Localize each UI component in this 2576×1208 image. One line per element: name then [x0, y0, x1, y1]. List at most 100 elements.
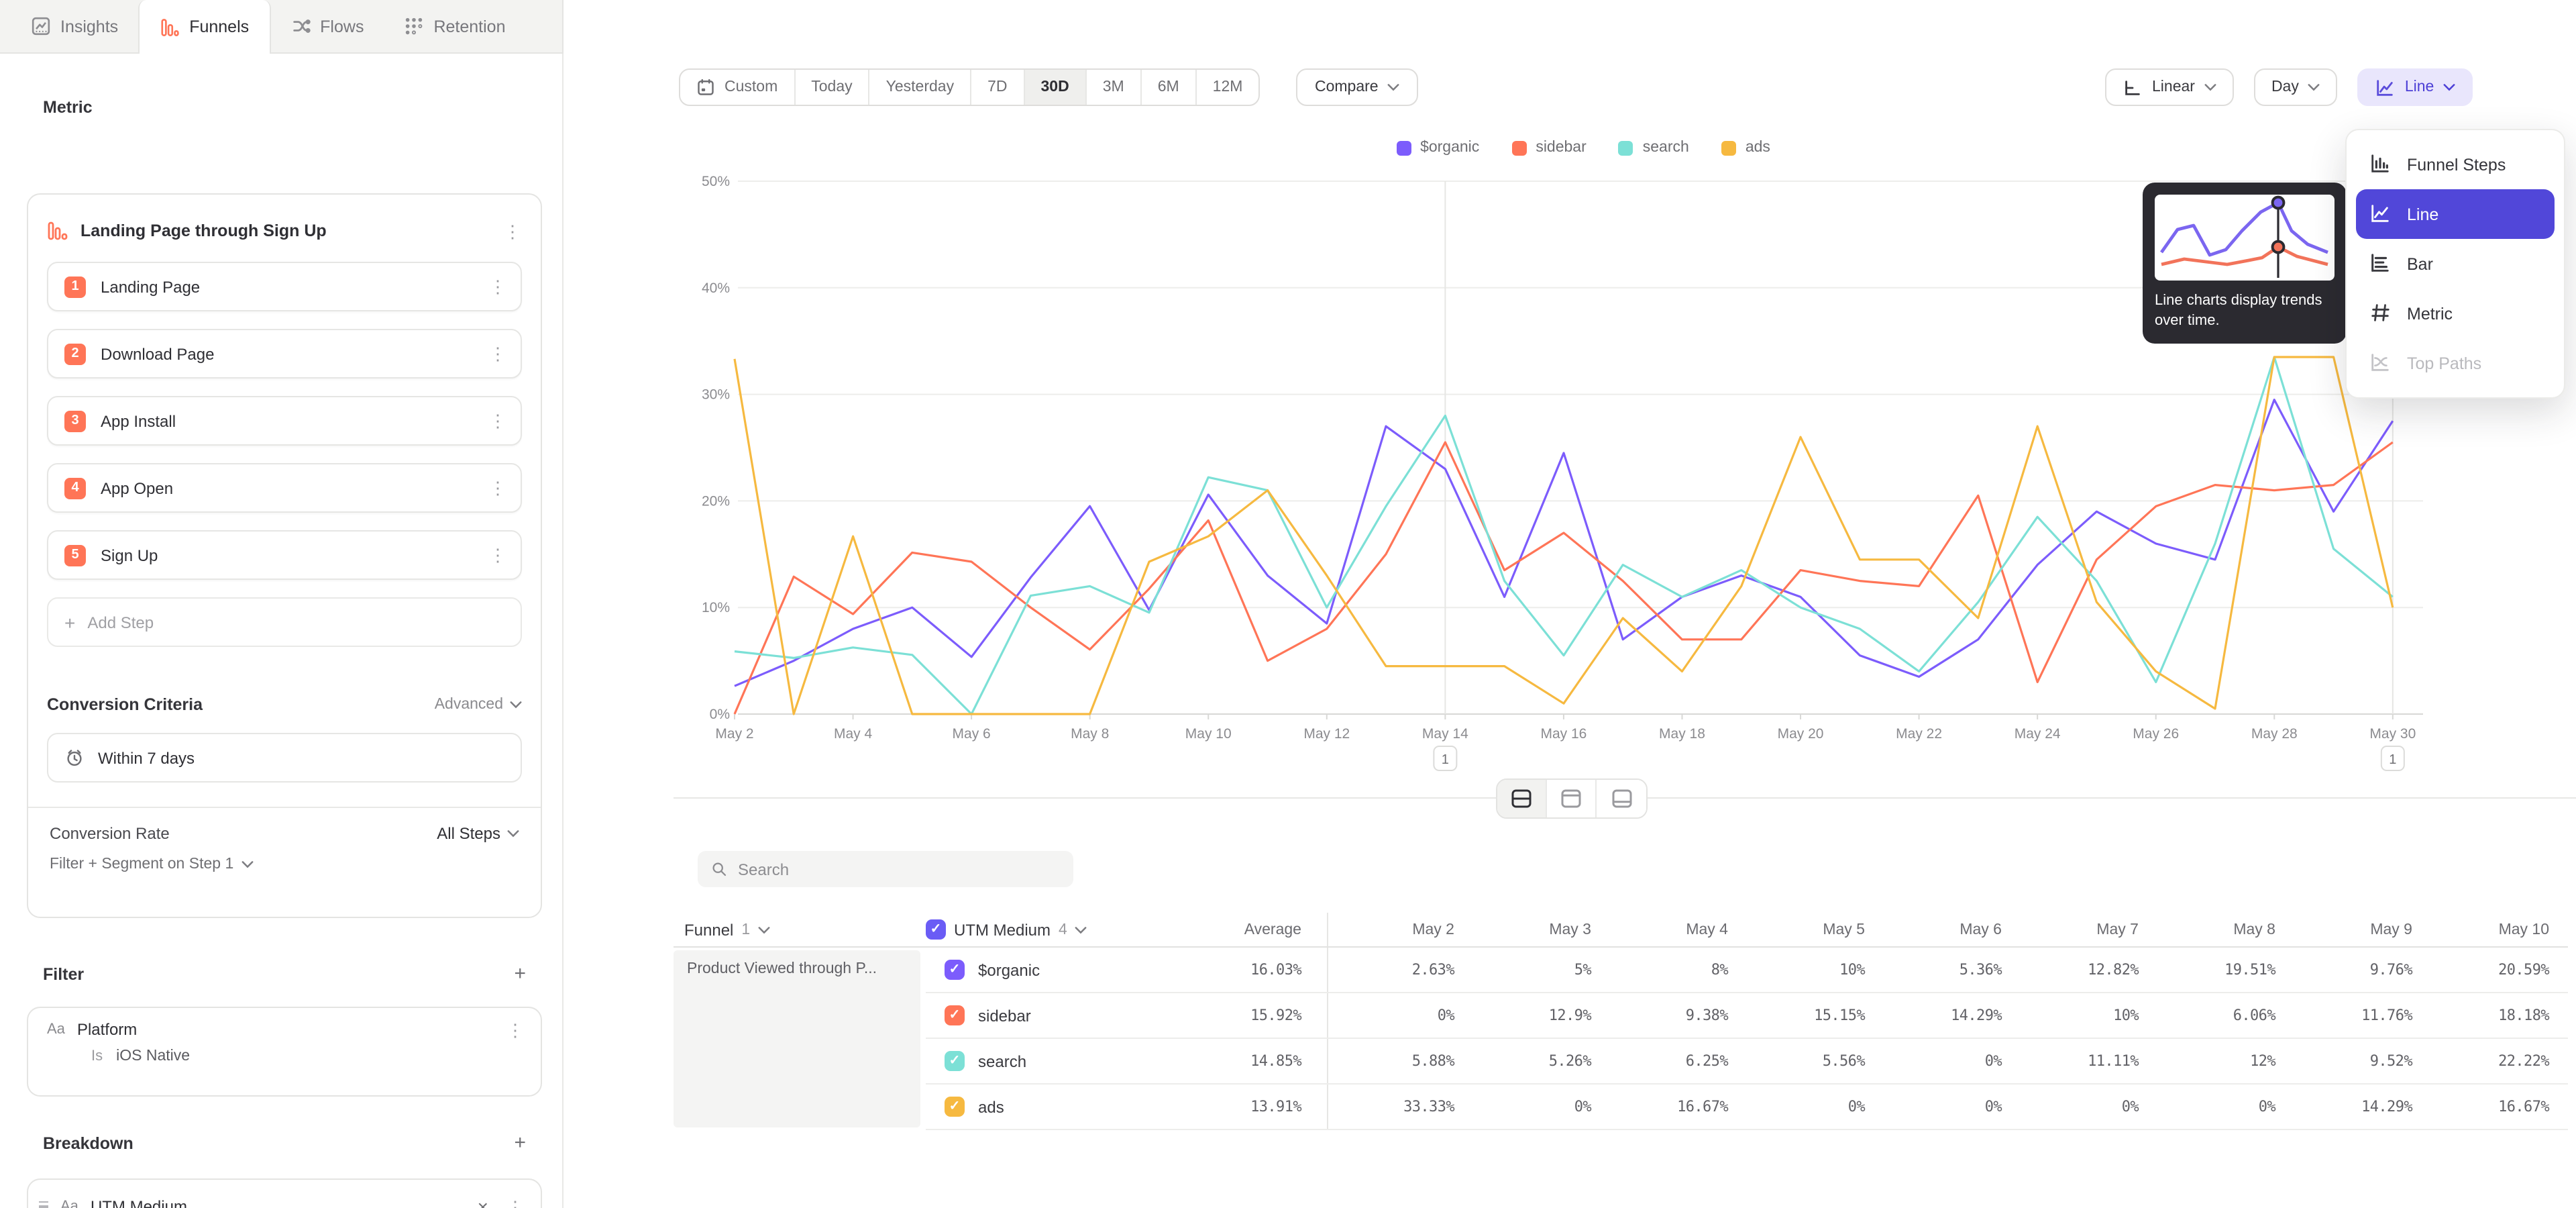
preset-6m[interactable]: 6M [1142, 70, 1197, 105]
metric-kebab-icon[interactable]: ⋮ [503, 222, 522, 240]
day-column-header[interactable]: May 7 [2012, 921, 2149, 938]
tab-retention[interactable]: Retention [384, 0, 525, 52]
chart-only-view-button[interactable] [1547, 780, 1597, 817]
add-breakdown-button[interactable]: + [514, 1133, 526, 1153]
step-kebab-icon[interactable]: ⋮ [488, 412, 507, 430]
preset-30d[interactable]: 30D [1025, 70, 1087, 105]
day-column-header[interactable]: May 3 [1465, 921, 1602, 938]
menu-item-bar[interactable]: Bar [2356, 239, 2555, 289]
menu-item-line[interactable]: Line [2356, 189, 2555, 239]
chart-controls: Linear Day Line [2105, 68, 2473, 106]
table-row[interactable]: ✓ $organic 16.03% 2.63%5%8%10%5.36%12.82… [926, 948, 2568, 993]
search-input[interactable] [738, 860, 1060, 878]
preset-7d[interactable]: 7D [971, 70, 1024, 105]
compare-button[interactable]: Compare [1296, 68, 1419, 106]
series-checkbox[interactable]: ✓ [945, 1005, 965, 1025]
table-search[interactable] [698, 851, 1073, 887]
metric-icon [2369, 302, 2392, 325]
table-row[interactable]: ✓ sidebar 15.92% 0%12.9%9.38%15.15%14.29… [926, 993, 2568, 1039]
day-column-header[interactable]: May 4 [1602, 921, 1739, 938]
day-column-header[interactable]: May 2 [1328, 921, 1465, 938]
day-column-header[interactable]: May 9 [2286, 921, 2423, 938]
day-value: 14.29% [2286, 1098, 2423, 1115]
annotation-badge[interactable]: 1 [1434, 746, 1456, 770]
step-kebab-icon[interactable]: ⋮ [488, 546, 507, 564]
tab-funnels[interactable]: Funnels [138, 0, 270, 54]
series-checkbox[interactable]: ✓ [945, 960, 965, 980]
day-value: 16.67% [1602, 1098, 1739, 1115]
step-kebab-icon[interactable]: ⋮ [488, 479, 507, 497]
table-only-view-button[interactable] [1597, 780, 1646, 817]
interval-dropdown[interactable]: Day [2254, 68, 2338, 106]
preset-3m[interactable]: 3M [1087, 70, 1142, 105]
filter-section-header: Filter + [43, 964, 526, 984]
split-view-button[interactable] [1497, 780, 1547, 817]
day-column-header[interactable]: May 5 [1739, 921, 1876, 938]
funnel-step-row[interactable]: 3 App Install ⋮ [47, 396, 522, 446]
funnel-column-dropdown[interactable]: Funnel 1 [674, 920, 926, 939]
funnels-icon [47, 220, 68, 242]
conversion-window-card[interactable]: Within 7 days [47, 733, 522, 783]
preset-12m[interactable]: 12M [1197, 70, 1259, 105]
table-row[interactable]: ✓ search 14.85% 5.88%5.26%6.25%5.56%0%11… [926, 1039, 2568, 1085]
table-row[interactable]: ✓ ads 13.91% 33.33%0%16.67%0%0%0%0%14.29… [926, 1085, 2568, 1130]
day-column-header[interactable]: May 8 [2149, 921, 2286, 938]
menu-item-label: Bar [2407, 254, 2433, 273]
day-value: 33.33% [1328, 1098, 1465, 1115]
preset-today[interactable]: Today [795, 70, 869, 105]
tab-insights[interactable]: Insights [11, 0, 138, 52]
breakdown-card[interactable]: Aa UTM Medium × ⋮ [27, 1178, 542, 1208]
svg-text:May 8: May 8 [1071, 726, 1109, 742]
series-checkbox[interactable]: ✓ [945, 1051, 965, 1071]
day-column-header[interactable]: May 6 [1876, 921, 2012, 938]
legend-item[interactable]: ads [1721, 140, 1770, 156]
filter-card[interactable]: Aa Platform ⋮ Is iOS Native [27, 1007, 542, 1097]
legend-item[interactable]: search [1619, 140, 1689, 156]
conversion-rate-steps-dropdown[interactable]: All Steps [437, 824, 519, 843]
step-kebab-icon[interactable]: ⋮ [488, 278, 507, 295]
chevron-down-icon [758, 925, 770, 934]
remove-breakdown-icon[interactable]: × [478, 1196, 488, 1208]
preset-label: 12M [1213, 79, 1243, 95]
funnel-step-row[interactable]: 4 App Open ⋮ [47, 463, 522, 513]
metric-title-row[interactable]: Landing Page through Sign Up ⋮ [47, 211, 522, 251]
funnel-step-row[interactable]: 1 Landing Page ⋮ [47, 262, 522, 311]
funnel-step-row[interactable]: 5 Sign Up ⋮ [47, 530, 522, 580]
day-column-header[interactable]: May 10 [2423, 921, 2560, 938]
add-step-button[interactable]: + Add Step [47, 597, 522, 647]
filter-segment-dropdown[interactable]: Filter + Segment on Step 1 [50, 856, 519, 872]
average-column-header[interactable]: Average [1175, 921, 1301, 938]
chart-type-dropdown[interactable]: Line [2358, 68, 2473, 106]
breakdown-kebab-icon[interactable]: ⋮ [506, 1198, 525, 1208]
search-icon [711, 860, 727, 878]
svg-text:50%: 50% [702, 174, 730, 189]
filter-kebab-icon[interactable]: ⋮ [506, 1021, 525, 1038]
preset-custom[interactable]: Custom [680, 70, 795, 105]
menu-item-funnel-steps[interactable]: Funnel Steps [2356, 140, 2555, 189]
legend-item[interactable]: sidebar [1511, 140, 1586, 156]
conversion-criteria-header: Conversion Criteria Advanced [47, 695, 522, 714]
add-filter-button[interactable]: + [514, 964, 526, 984]
svg-text:40%: 40% [702, 281, 730, 296]
funnel-group-cell[interactable]: Product Viewed through P... [674, 950, 920, 1127]
series-checkbox[interactable]: ✓ [945, 1097, 965, 1117]
funnel-step-row[interactable]: 2 Download Page ⋮ [47, 329, 522, 379]
scale-dropdown[interactable]: Linear [2105, 68, 2234, 106]
linear-scale-icon [2123, 77, 2143, 97]
day-value: 2.63% [1328, 961, 1465, 978]
advanced-dropdown[interactable]: Advanced [435, 697, 522, 713]
preset-label: 30D [1041, 79, 1069, 95]
annotation-badge[interactable]: 1 [2381, 746, 2404, 770]
drag-handle-icon[interactable] [39, 1201, 48, 1208]
day-value: 5.56% [1739, 1052, 1876, 1070]
step-kebab-icon[interactable]: ⋮ [488, 345, 507, 362]
preset-label: Today [811, 79, 852, 95]
select-all-checkbox[interactable]: ✓ [926, 919, 946, 940]
breakdown-column-dropdown[interactable]: ✓ UTM Medium 4 [926, 919, 1175, 940]
preset-yesterday[interactable]: Yesterday [870, 70, 971, 105]
legend-swatch [1721, 140, 1736, 155]
legend-item[interactable]: $organic [1396, 140, 1479, 156]
menu-item-metric[interactable]: Metric [2356, 289, 2555, 338]
tab-flows[interactable]: Flows [270, 0, 384, 52]
split-view-icon [1509, 787, 1534, 811]
